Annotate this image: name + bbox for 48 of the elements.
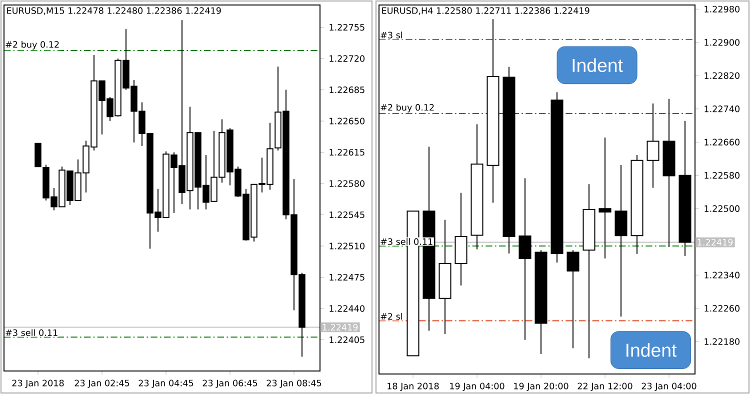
ref-line-label: 1.22419: [322, 324, 358, 331]
y-tick-label: 1.22755: [330, 24, 364, 31]
ref-line-label: #2 buy 0.12: [6, 40, 59, 50]
y-tick-label: 1.22475: [330, 274, 364, 281]
x-tick-label: 23 Jan 08:45: [266, 380, 322, 388]
x-tick-label: 23 Jan 06:45: [202, 380, 258, 388]
y-tick-label: 1.22650: [330, 118, 365, 124]
ref-line-label: #3 sell 0.11: [380, 238, 432, 245]
ref-line-label: #2 sl: [380, 312, 402, 320]
y-tick-label: 1.22580: [330, 180, 365, 187]
x-tick-label: 22 Jan 12:00: [578, 382, 632, 391]
y-tick-label: 1.22580: [704, 172, 740, 179]
y-tick-label: 1.22500: [704, 205, 740, 212]
annotation: Indent: [572, 58, 623, 72]
candlestick: [566, 250, 580, 349]
candlestick: [646, 102, 660, 188]
y-tick-label: 1.22685: [330, 86, 364, 94]
y-tick-label: 1.22405: [330, 336, 364, 344]
y-tick-label: 1.22720: [330, 55, 365, 62]
candlestick: [518, 178, 532, 340]
y-tick-label: 1.22615: [330, 148, 364, 156]
ref-line-label: #3 sl: [380, 32, 402, 38]
y-tick-label: 1.22545: [330, 211, 364, 218]
y-tick-label: 1.22440: [330, 305, 365, 312]
y-tick-label: 1.22510: [330, 242, 365, 250]
y-tick-label: 1.22820: [704, 72, 740, 79]
ref-line-label: #3 sell 0.11: [6, 329, 58, 336]
x-tick-label: 23 Jan 2018: [12, 380, 64, 388]
ref-line-label: #2 buy 0.12: [380, 104, 434, 112]
y-tick-label: 1.22180: [704, 338, 740, 345]
x-tick-label: 23 Jan 02:45: [74, 380, 130, 388]
y-tick-label: 1.22900: [704, 39, 740, 46]
candlestick: [598, 137, 612, 259]
ref-line-label: 1.22419: [698, 238, 733, 246]
annotation: Indent: [626, 343, 677, 357]
x-tick-label: 18 Jan 2018: [388, 382, 439, 391]
y-tick-label: 1.22660: [704, 138, 740, 146]
x-tick-label: 19 Jan 04:00: [450, 382, 504, 391]
x-tick-label: 23 Jan 04:00: [642, 382, 696, 391]
y-tick-label: 1.22260: [704, 305, 740, 312]
y-tick-label: 1.22980: [704, 6, 740, 12]
y-tick-label: 1.22340: [704, 272, 740, 278]
chart-title: EURUSD,M15 1.22478 1.22480 1.22386 1.22419: [7, 7, 221, 15]
candlestick: [34, 142, 42, 168]
chart-title: EURUSD,H4 1.22580 1.22711 1.22386 1.22419: [382, 7, 590, 15]
y-tick-label: 1.22740: [704, 106, 740, 112]
x-tick-label: 23 Jan 04:45: [138, 380, 194, 388]
x-tick-label: 19 Jan 20:00: [514, 382, 568, 391]
